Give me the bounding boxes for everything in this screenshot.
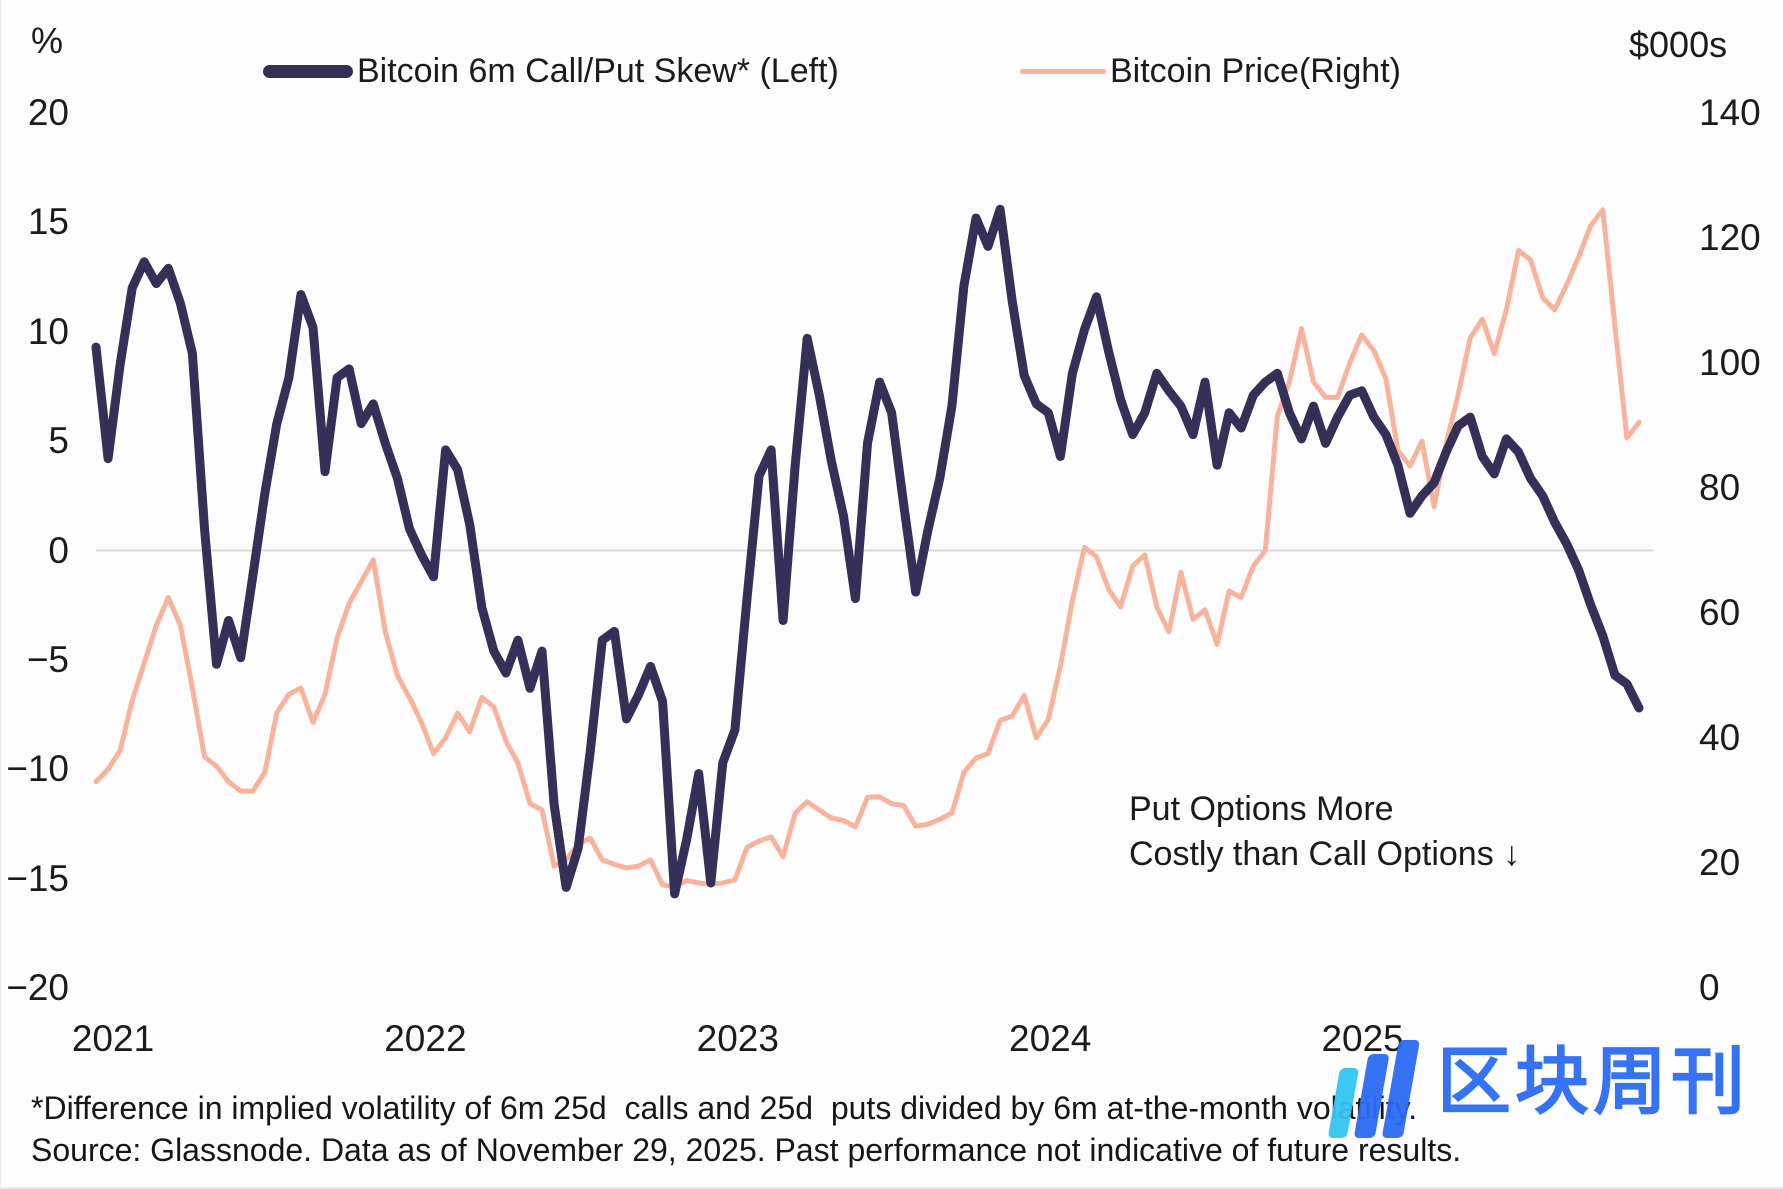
axis-tick-label: 5 — [48, 420, 69, 462]
watermark: 区块周刊 — [1319, 1036, 1749, 1144]
axis-tick-label: −10 — [6, 748, 69, 790]
legend-label-price: Bitcoin Price(Right) — [1110, 52, 1401, 90]
legend-item-skew: Bitcoin 6m Call/Put Skew* (Left) — [263, 52, 839, 91]
watermark-text: 区块周刊 — [1437, 1040, 1749, 1123]
left-axis-unit-label: % — [31, 20, 64, 61]
axis-tick-label: 2022 — [384, 1018, 467, 1059]
footnote-definition: *Difference in implied volatility of 6m … — [31, 1090, 1418, 1126]
annotation-line-1: Put Options More — [1129, 790, 1394, 828]
axis-tick-label: −15 — [6, 857, 69, 899]
axis-tick-label: 10 — [27, 310, 69, 352]
axis-tick-label: 2023 — [696, 1018, 779, 1059]
watermark-bars-logo-icon — [1328, 1040, 1420, 1138]
axis-tick-label: 140 — [1699, 92, 1761, 133]
axis-tick-label: 60 — [1699, 592, 1741, 633]
axis-tick-label: 20 — [1699, 842, 1741, 883]
bitcoin-price-line — [93, 207, 1642, 890]
legend-label-skew: Bitcoin 6m Call/Put Skew* (Left) — [357, 52, 839, 90]
right-axis-unit-label: $000s — [1629, 24, 1728, 65]
axis-tick-label: 2024 — [1009, 1018, 1092, 1059]
axis-tick-label: 0 — [48, 529, 69, 571]
axis-tick-label: 100 — [1699, 342, 1761, 383]
axis-tick-label: 40 — [1699, 717, 1741, 758]
axis-tick-label: −5 — [26, 638, 69, 680]
footnote-source: Source: Glassnode. Data as of November 2… — [31, 1132, 1462, 1168]
chart-annotation: Put Options More Costly than Call Option… — [1129, 787, 1520, 877]
axis-tick-label: 0 — [1699, 967, 1720, 1008]
axis-tick-label: 20 — [27, 92, 69, 133]
skew-line-swatch-icon — [263, 65, 353, 78]
axis-tick-label: 2025 — [1321, 1018, 1404, 1059]
axis-tick-label: 15 — [27, 201, 69, 243]
annotation-line-2: Costly than Call Options ↓ — [1129, 835, 1521, 873]
axis-tick-label: 2021 — [71, 1018, 155, 1059]
axis-tick-label: −20 — [6, 967, 69, 1008]
price-line-swatch-icon — [1020, 69, 1106, 74]
axis-tick-label: 80 — [1699, 467, 1741, 508]
legend-item-price: Bitcoin Price(Right) — [1020, 52, 1401, 91]
bitcoin-skew-line — [91, 204, 1644, 899]
axis-tick-label: 120 — [1699, 217, 1761, 258]
